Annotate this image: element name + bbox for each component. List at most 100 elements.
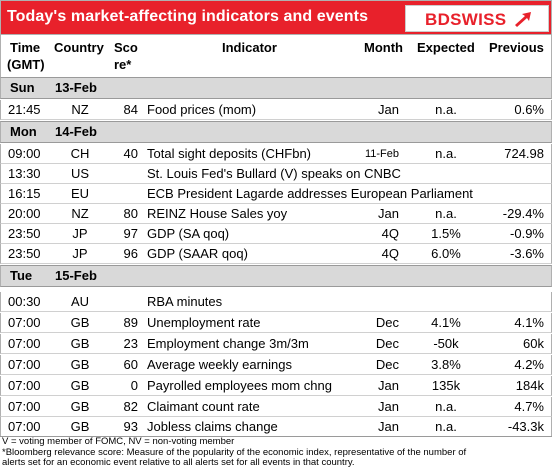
cell-country: GB — [70, 378, 90, 393]
cell-month: Dec — [375, 357, 399, 372]
logo-text: BDSWISS — [425, 10, 507, 29]
cell-time: 16:15 — [8, 186, 41, 201]
cell-time: 20:00 — [8, 206, 41, 221]
cell-month: 4Q — [381, 246, 399, 261]
table-row: 07:00 GB 0 Payrolled employees mom chng … — [0, 376, 552, 396]
cell-indicator: Claimant count rate — [147, 399, 260, 414]
col-time-line1: Time — [10, 40, 41, 55]
cell-expected: n.a. — [435, 206, 457, 221]
cell-time: 07:00 — [8, 336, 41, 351]
cell-time: 07:00 — [8, 357, 41, 372]
table-row: 13:30 US St. Louis Fed's Bullard (V) spe… — [0, 164, 552, 184]
table-row: 07:00 GB 60 Average weekly earnings Dec … — [0, 355, 552, 375]
cell-indicator: Total sight deposits (CHFbn) — [147, 146, 312, 161]
cell-country: GB — [70, 315, 90, 330]
cell-time: 21:45 — [8, 102, 41, 117]
cell-score: 82 — [123, 399, 138, 414]
day-date: 15-Feb — [55, 268, 97, 283]
cell-expected: 6.0% — [431, 246, 461, 261]
cell-month: Jan — [378, 378, 399, 393]
column-headers: Time (GMT) Country Sco re* Indicator Mon… — [0, 35, 552, 77]
col-previous: Previous — [489, 40, 544, 55]
cell-score: 0 — [130, 378, 138, 393]
cell-expected: n.a. — [435, 102, 457, 117]
cell-month: 4Q — [381, 226, 399, 241]
cell-time: 07:00 — [8, 315, 41, 330]
cell-score: 23 — [123, 336, 138, 351]
cell-score: 97 — [123, 226, 138, 241]
cell-country: GB — [70, 419, 90, 434]
cell-previous: -0.9% — [510, 226, 544, 241]
cell-time: 07:00 — [8, 419, 41, 434]
day-date: 13-Feb — [55, 80, 97, 95]
col-country: Country — [54, 40, 104, 55]
cell-time: 13:30 — [8, 166, 41, 181]
cell-previous: -29.4% — [502, 206, 544, 221]
day-header: Tue 15-Feb — [0, 265, 552, 287]
cell-country: GB — [70, 399, 90, 414]
report-title: Today's market-affecting indicators and … — [7, 8, 369, 25]
day-header: Sun 13-Feb — [0, 77, 552, 99]
cell-time: 23:50 — [8, 226, 41, 241]
cell-month: Jan — [378, 419, 399, 434]
footnote-score: *Bloomberg relevance score: Measure of t… — [2, 446, 467, 458]
cell-previous: 0.6% — [514, 102, 544, 117]
cell-score: 40 — [123, 146, 138, 161]
col-indicator: Indicator — [222, 40, 277, 55]
cell-country: NZ — [71, 102, 89, 117]
cell-country: NZ — [71, 206, 89, 221]
cell-month: Dec — [375, 336, 399, 351]
cell-month: Jan — [378, 102, 399, 117]
cell-score: 93 — [123, 419, 138, 434]
cell-time: 09:00 — [8, 146, 41, 161]
table-row: 23:50 JP 97 GDP (SA qoq) 4Q 1.5% -0.9% — [0, 224, 552, 244]
table-row: 20:00 NZ 80 REINZ House Sales yoy Jan n.… — [0, 204, 552, 224]
cell-score: 84 — [123, 102, 138, 117]
cell-indicator: St. Louis Fed's Bullard (V) speaks on CN… — [147, 166, 401, 181]
cell-country: GB — [70, 357, 90, 372]
footnote-voting: V = voting member of FOMC, NV = non-voti… — [2, 436, 235, 447]
cell-previous: 4.2% — [514, 357, 544, 372]
cell-previous: 184k — [515, 378, 544, 393]
logo-arrow-icon — [515, 12, 531, 27]
table-row: 07:00 GB 82 Claimant count rate Jan n.a.… — [0, 397, 552, 417]
cell-time: 00:30 — [8, 294, 41, 309]
cell-country: AU — [70, 294, 90, 309]
footnotes: V = voting member of FOMC, NV = non-voti… — [0, 436, 552, 476]
col-score-line2: re* — [114, 57, 132, 72]
cell-expected: 1.5% — [431, 226, 461, 241]
cell-score: 89 — [123, 315, 138, 330]
bdswiss-logo: BDSWISS — [405, 5, 549, 32]
cell-month: Dec — [375, 315, 399, 330]
cell-country: JP — [72, 226, 88, 241]
cell-previous: 4.7% — [514, 399, 544, 414]
cell-expected: -50k — [433, 336, 459, 351]
cell-expected: 4.1% — [431, 315, 461, 330]
day-name: Tue — [10, 268, 33, 283]
cell-indicator: REINZ House Sales yoy — [147, 206, 288, 221]
table-row: 07:00 GB 89 Unemployment rate Dec 4.1% 4… — [0, 313, 552, 333]
cell-time: 07:00 — [8, 399, 41, 414]
cell-previous: 724.98 — [504, 146, 544, 161]
table-row: 00:30 AU RBA minutes — [0, 292, 552, 312]
cell-time: 23:50 — [8, 246, 41, 261]
cell-indicator: Average weekly earnings — [147, 357, 293, 372]
col-month: Month — [364, 40, 403, 55]
cell-expected: n.a. — [435, 146, 457, 161]
cell-indicator: Employment change 3m/3m — [147, 336, 309, 351]
cell-country: JP — [72, 246, 88, 261]
cell-expected: 135k — [431, 378, 461, 393]
cell-previous: 60k — [523, 336, 544, 351]
table-row: 16:15 EU ECB President Lagarde addresses… — [0, 184, 552, 204]
day-name: Mon — [10, 124, 37, 139]
cell-score: 96 — [123, 246, 138, 261]
cell-month: Jan — [378, 399, 399, 414]
table-row: 23:50 JP 96 GDP (SAAR qoq) 4Q 6.0% -3.6% — [0, 244, 552, 264]
day-name: Sun — [10, 80, 35, 95]
cell-indicator: ECB President Lagarde addresses European… — [147, 186, 473, 201]
footnote-score-cont: alerts set for an economic event relativ… — [2, 457, 355, 468]
table-row: 07:00 GB 93 Jobless claims change Jan n.… — [0, 417, 552, 437]
table-row: 21:45 NZ 84 Food prices (mom) Jan n.a. 0… — [0, 100, 552, 120]
col-score-line1: Sco — [114, 40, 138, 55]
cell-previous: 4.1% — [514, 315, 544, 330]
